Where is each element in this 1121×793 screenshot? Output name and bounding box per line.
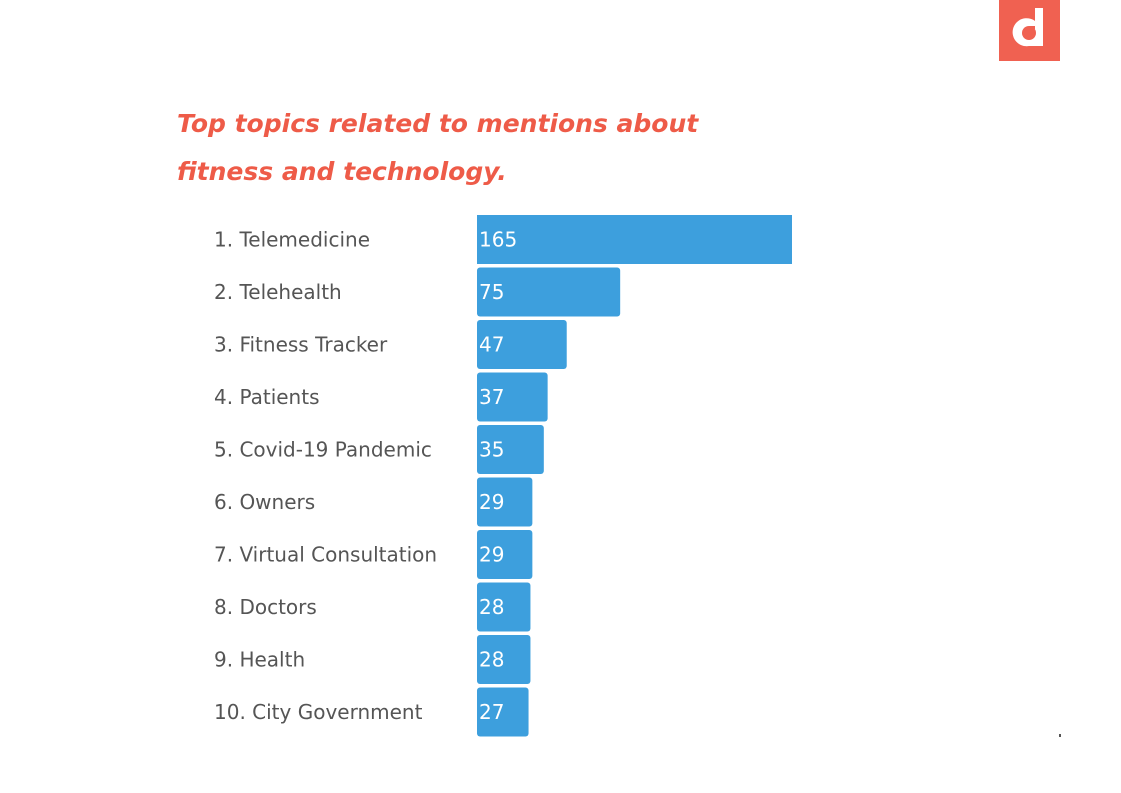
bar-row-3: 3. Fitness Tracker 47 — [214, 320, 567, 369]
category-label-1: 1. Telemedicine — [214, 228, 370, 252]
bar-10 — [477, 687, 529, 737]
value-label-2: 75 — [479, 280, 504, 304]
brand-logo — [999, 0, 1060, 61]
category-label-4: 4. Patients — [214, 385, 320, 409]
bar-row-4: 4. Patients 37 — [214, 372, 548, 422]
bar-7 — [477, 530, 533, 579]
category-label-2: 2. Telehealth — [214, 280, 342, 304]
bar-2 — [477, 267, 621, 317]
category-label-3: 3. Fitness Tracker — [214, 333, 388, 357]
bar-row-2: 2. Telehealth 75 — [214, 267, 621, 317]
bar-4 — [477, 372, 548, 422]
bar-8 — [477, 582, 531, 632]
bar-9 — [477, 635, 531, 684]
category-label-9: 9. Health — [214, 648, 305, 672]
category-label-8: 8. Doctors — [214, 595, 317, 619]
chart-title-line-1: Top topics related to mentions about — [177, 109, 699, 138]
value-label-7: 29 — [479, 543, 504, 567]
bar-row-6: 6. Owners 29 — [214, 477, 533, 527]
value-label-1: 165 — [479, 228, 517, 252]
bar-row-5: 5. Covid-19 Pandemic 35 — [214, 425, 544, 474]
bar-row-9: 9. Health 28 — [214, 635, 531, 684]
category-label-7: 7. Virtual Consultation — [214, 543, 437, 567]
decorative-mark — [1059, 734, 1061, 737]
value-label-3: 47 — [479, 333, 504, 357]
chart-title-line-2: fitness and technology. — [177, 157, 507, 186]
value-label-8: 28 — [479, 595, 504, 619]
bar-row-7: 7. Virtual Consultation 29 — [214, 530, 533, 579]
value-label-9: 28 — [479, 648, 504, 672]
bar-row-1: 1. Telemedicine 165 — [214, 215, 792, 264]
bar-row-8: 8. Doctors 28 — [214, 582, 531, 632]
category-label-10: 10. City Government — [214, 700, 423, 724]
bar-row-10: 10. City Government 27 — [214, 687, 529, 737]
brand-logo-icon — [1012, 8, 1043, 47]
bar-5 — [477, 425, 544, 474]
bar-1 — [477, 215, 792, 264]
category-label-5: 5. Covid-19 Pandemic — [214, 438, 432, 462]
bar-6 — [477, 477, 533, 527]
chart-title: Top topics related to mentions about fit… — [177, 100, 817, 196]
value-label-4: 37 — [479, 385, 504, 409]
value-label-6: 29 — [479, 490, 504, 514]
value-label-5: 35 — [479, 438, 504, 462]
category-label-6: 6. Owners — [214, 490, 315, 514]
bar-3 — [477, 320, 567, 369]
value-label-10: 27 — [479, 700, 504, 724]
